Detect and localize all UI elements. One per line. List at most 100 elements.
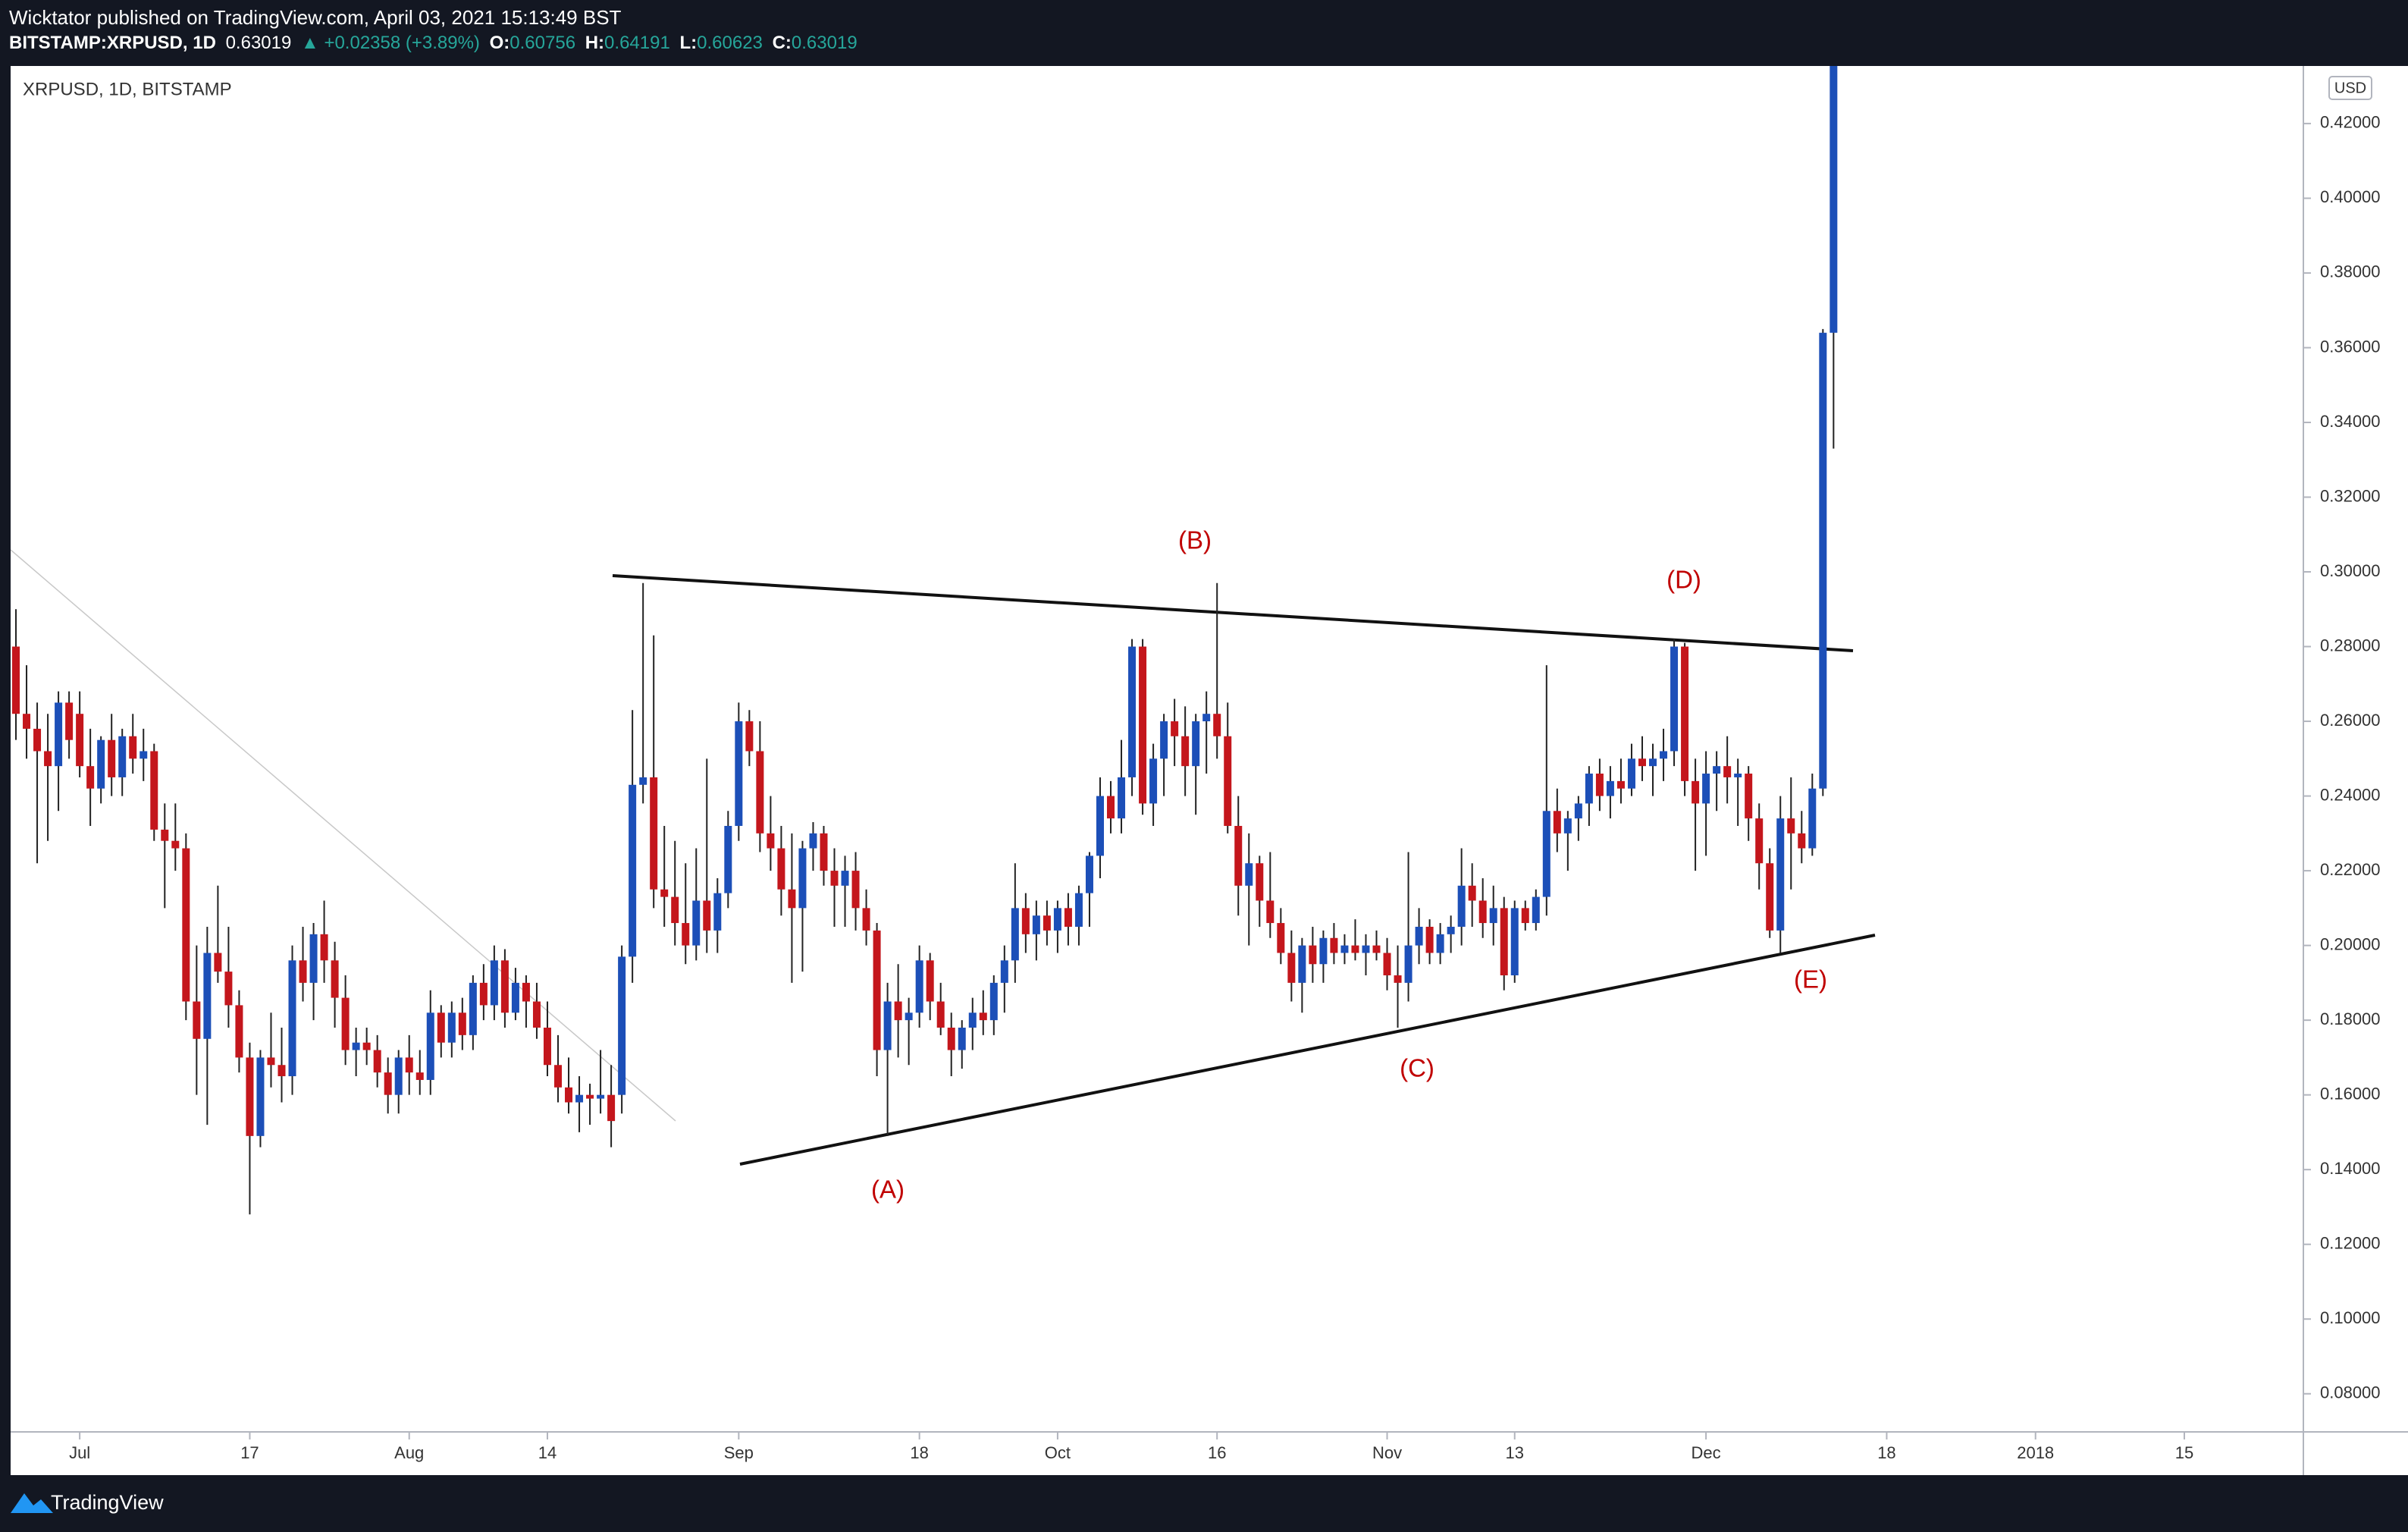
candle-body <box>1202 714 1211 722</box>
candle-body <box>1160 721 1168 759</box>
chart-area <box>11 66 2408 1475</box>
candle-body <box>809 833 817 849</box>
high: 0.64191 <box>604 33 670 53</box>
byline: Wicktator published on TradingView.com, … <box>9 6 622 29</box>
candle-body <box>23 714 31 729</box>
candle-body <box>1447 926 1455 934</box>
candle-body <box>883 1001 892 1050</box>
candle-body <box>1489 908 1497 924</box>
candle-body <box>798 848 807 909</box>
candle-body <box>415 1072 424 1080</box>
x-tick-label: 13 <box>1506 1443 1524 1462</box>
candle-body <box>1745 774 1753 819</box>
candle-body <box>86 766 95 789</box>
x-tick-label: Dec <box>1692 1443 1721 1462</box>
y-tick-label: 0.18000 <box>2320 1009 2381 1028</box>
candle-body <box>1256 863 1264 901</box>
candle-body <box>1213 714 1221 736</box>
symbol: BITSTAMP:XRPUSD, 1D <box>9 33 216 53</box>
candle-body <box>936 1001 945 1028</box>
candle-body <box>1670 646 1679 752</box>
x-tick-label: 2018 <box>2017 1443 2054 1462</box>
candle-body <box>1064 908 1072 927</box>
candle-body <box>288 960 296 1077</box>
candle-body <box>1585 774 1593 804</box>
low-label: L: <box>679 33 697 53</box>
candle-body <box>1457 885 1466 927</box>
candle-body <box>405 1057 413 1073</box>
x-tick-label: Aug <box>394 1443 424 1462</box>
candle-body <box>1330 937 1338 953</box>
candle-body <box>341 997 350 1050</box>
candle-body <box>575 1094 584 1103</box>
candle-body <box>1468 885 1476 901</box>
candle-body <box>1425 926 1434 953</box>
candle-body <box>1606 780 1614 796</box>
candle-body <box>1181 736 1190 767</box>
candle-body <box>522 982 530 1002</box>
candle-body <box>214 953 222 972</box>
candle-body <box>777 848 785 890</box>
candle-body <box>597 1094 605 1099</box>
y-tick-label: 0.32000 <box>2320 486 2381 505</box>
candle-body <box>447 1012 456 1043</box>
candle-body <box>1563 818 1572 833</box>
x-tick-label: Oct <box>1045 1443 1071 1462</box>
candle-body <box>511 982 519 1013</box>
footer-bar <box>0 1475 2408 1532</box>
faint-trendline <box>11 549 676 1122</box>
candle-body <box>554 1065 563 1088</box>
candle-body <box>947 1027 955 1050</box>
open-label: O: <box>490 33 510 53</box>
wave-label: (B) <box>1178 526 1212 554</box>
x-tick-label: 18 <box>1877 1443 1895 1462</box>
candle-body <box>203 953 212 1039</box>
candle-body <box>1309 945 1317 965</box>
candle-body <box>873 930 881 1050</box>
candle-body <box>500 960 509 1013</box>
candle-body <box>1830 66 1838 333</box>
x-tick-label: 16 <box>1208 1443 1226 1462</box>
candle-body <box>384 1072 392 1095</box>
candle-body <box>1287 953 1296 983</box>
candle-body <box>1553 811 1561 833</box>
candle-body <box>1692 780 1700 804</box>
candle-body <box>639 777 647 785</box>
y-tick-label: 0.40000 <box>2320 187 2381 206</box>
high-label: H: <box>585 33 604 53</box>
candle-body <box>373 1050 381 1073</box>
candle-body <box>224 972 233 1006</box>
candle-body <box>629 784 637 957</box>
candle-body <box>1734 774 1742 777</box>
candle-body <box>905 1012 913 1021</box>
candle-body <box>118 736 127 777</box>
candle-body <box>267 1057 275 1066</box>
candle-body <box>724 825 732 893</box>
candle-body <box>958 1027 966 1050</box>
candle-body <box>246 1057 254 1136</box>
candle-body <box>586 1094 594 1099</box>
candle-body <box>979 1012 987 1021</box>
y-tick-label: 0.42000 <box>2320 113 2381 132</box>
candle-body <box>532 1001 541 1028</box>
candle-body <box>1372 945 1381 953</box>
y-tick-label: 0.24000 <box>2320 785 2381 804</box>
candle-body <box>713 893 722 931</box>
last: 0.63019 <box>226 33 292 53</box>
candle-body <box>830 871 839 886</box>
y-tick-label: 0.26000 <box>2320 711 2381 730</box>
candle-body <box>490 960 498 1006</box>
candle-body <box>1436 934 1444 953</box>
y-tick-label: 0.16000 <box>2320 1084 2381 1103</box>
candle-body <box>692 900 701 946</box>
y-tick-label: 0.22000 <box>2320 860 2381 879</box>
candle-body <box>44 751 52 767</box>
candle-body <box>1011 908 1019 961</box>
candle-body <box>1819 332 1827 789</box>
candle-body <box>1574 803 1582 819</box>
candle-body <box>437 1012 445 1043</box>
candle-body <box>1702 774 1710 804</box>
candle-body <box>989 982 998 1021</box>
candle-body <box>682 923 690 946</box>
close: 0.63019 <box>792 33 858 53</box>
